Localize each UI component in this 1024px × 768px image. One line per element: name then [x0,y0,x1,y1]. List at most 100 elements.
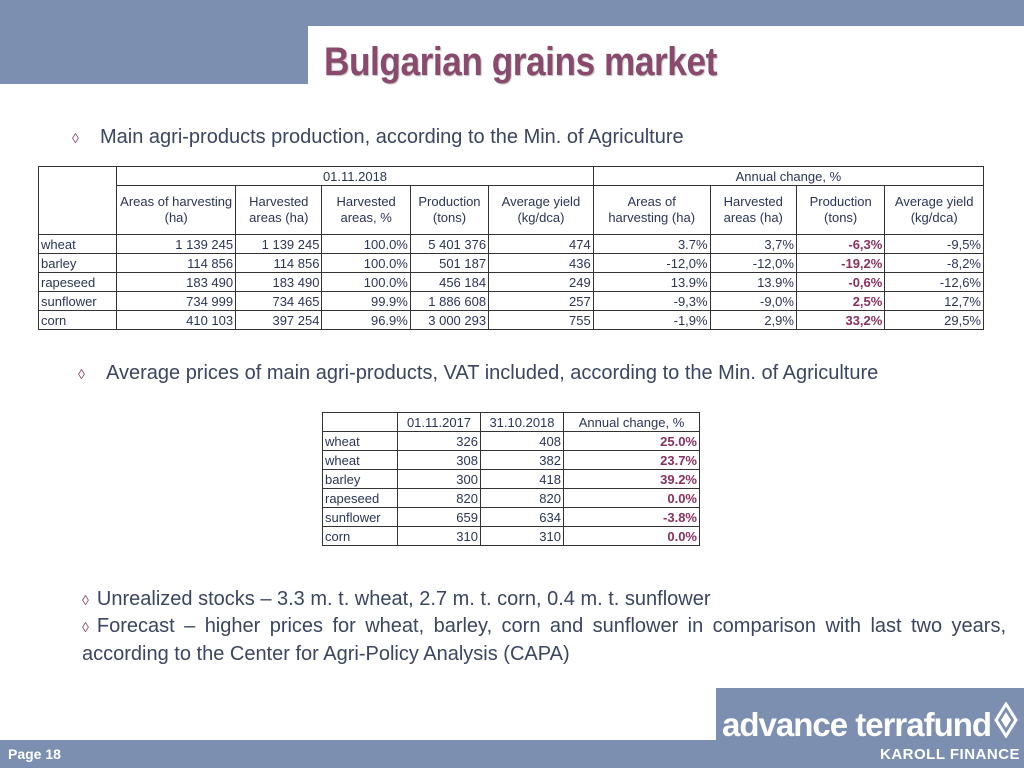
col-header: Average yield (kg/dca) [488,185,594,235]
logo-panel [716,688,1024,768]
crop-name: rapeseed [322,488,398,508]
crop-name: rapeseed [37,272,118,292]
diamond-logo-icon [994,702,1018,738]
col-header: Harvested areas (ha) [709,185,797,235]
table-row: rapeseed 820 820 0.0% [322,488,700,508]
slide-title: Bulgarian grains market [324,40,717,84]
crop-name: sunflower [37,291,118,311]
cell: -6,3% [795,234,886,254]
cell: 39.2% [563,469,700,489]
cell: 310 [480,526,564,546]
note-stocks: ◊ Unrealized stocks – 3.3 m. t. wheat, 2.… [82,586,1006,614]
col-header: Harvested areas (ha) [235,185,323,235]
cell: 25.0% [563,431,700,451]
note-forecast: ◊ Forecast – higher prices for wheat, bar… [82,613,1006,668]
cell: 99.9% [321,291,411,311]
company-logo: advance terrafund [722,706,992,743]
cell: 436 [488,253,594,273]
diamond-bullet-icon: ◊ [78,366,85,382]
crop-name: barley [322,469,398,489]
title-band [0,26,308,84]
cell: 418 [480,469,564,489]
crop-name: sunflower [322,507,398,527]
cell: 734 999 [116,291,237,311]
crop-name: corn [322,526,398,546]
cell: 397 254 [235,310,323,330]
company-sublabel: KAROLL FINANCE [880,746,1021,763]
cell: 29,5% [884,310,984,330]
bullet-production: ◊ Main agri-products production, accordin… [72,126,684,149]
cell: 456 184 [409,272,490,292]
note-text: Forecast – higher prices for wheat, barl… [82,615,1006,665]
col-header: Production (tons) [409,185,490,235]
cell: 308 [397,450,481,470]
cell: 183 490 [116,272,237,292]
note-text: Unrealized stocks – 3.3 m. t. wheat, 2.7… [96,588,711,610]
cell: 474 [488,234,594,254]
col-header: 31.10.2018 [480,412,564,432]
cell: 3 000 293 [409,310,490,330]
table-row: corn 310 310 0.0% [322,526,700,546]
cell: 100.0% [321,272,411,292]
crop-name: corn [37,310,118,330]
bullet-text: Average prices of main agri-products, VA… [106,362,879,384]
cell: -3.8% [563,507,700,527]
bullet-prices: ◊ Average prices of main agri-products, V… [78,362,878,385]
cell: 3.7% [592,234,711,254]
cell: 755 [488,310,594,330]
group-header-date: 01.11.2018 [116,166,594,186]
cell: 257 [488,291,594,311]
page-number: Page 18 [8,746,61,762]
cell: -1,9% [592,310,711,330]
cell: 3,7% [709,234,797,254]
table-row: sunflower 659 634 -3.8% [322,507,700,527]
prices-table: 01.11.2017 31.10.2018 Annual change, % w… [322,412,700,546]
table-row: wheat 326 408 25.0% [322,431,700,451]
crop-name: barley [37,253,118,273]
cell: -9,3% [592,291,711,311]
col-header: Annual change, % [563,412,700,432]
cell: 659 [397,507,481,527]
cell: 382 [480,450,564,470]
cell: 100.0% [321,253,411,273]
table-row: wheat 308 382 23.7% [322,450,700,470]
cell: -19,2% [795,253,886,273]
group-header-change: Annual change, % [592,166,985,186]
table-corner-cell [37,166,118,235]
cell: 96.9% [321,310,411,330]
col-header: 01.11.2017 [397,412,481,432]
cell: 1 139 245 [116,234,237,254]
cell: 114 856 [235,253,323,273]
cell: -9,5% [884,234,984,254]
col-header: Areas of harvesting (ha) [116,185,237,235]
cell: 1 886 608 [409,291,490,311]
cell: 13.9% [709,272,797,292]
cell: 0.0% [563,526,700,546]
crop-name: wheat [322,450,398,470]
cell: -12,0% [592,253,711,273]
cell: 410 103 [116,310,237,330]
crop-name: wheat [37,234,118,254]
table-row: barley 114 856 114 856 100.0% 501 187 43… [37,253,984,273]
table-row: sunflower 734 999 734 465 99.9% 1 886 60… [37,291,984,311]
top-band [0,0,1024,26]
cell: -8,2% [884,253,984,273]
table-corner-cell [322,412,398,432]
cell: 820 [397,488,481,508]
production-table: 01.11.2018 Annual change, % Areas of har… [37,166,985,330]
col-header: Areas of harvesting (ha) [592,185,711,235]
table-row: barley 300 418 39.2% [322,469,700,489]
cell: 12,7% [884,291,984,311]
cell: 501 187 [409,253,490,273]
cell: 1 139 245 [235,234,323,254]
cell: 5 401 376 [409,234,490,254]
table-row: corn 410 103 397 254 96.9% 3 000 293 755… [37,310,984,330]
cell: -9,0% [709,291,797,311]
diamond-bullet-icon: ◊ [72,130,79,146]
col-header: Production (tons) [795,185,886,235]
cell: 100.0% [321,234,411,254]
diamond-bullet-icon: ◊ [82,619,89,635]
table-row: rapeseed 183 490 183 490 100.0% 456 184 … [37,272,984,292]
cell: 300 [397,469,481,489]
table-row: wheat 1 139 245 1 139 245 100.0% 5 401 3… [37,234,984,254]
